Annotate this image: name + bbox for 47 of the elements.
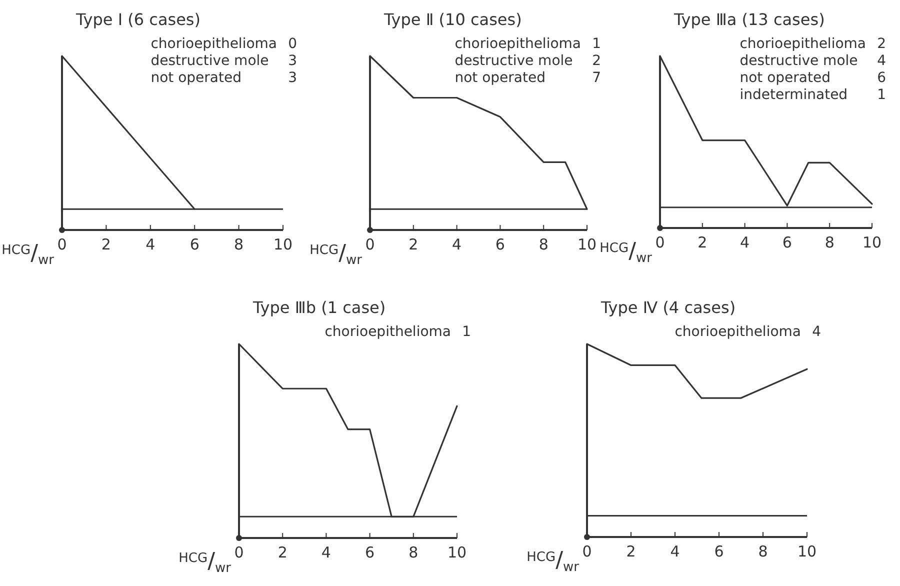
x-tick-label: 6 — [714, 542, 724, 561]
text: indeterminated 1 — [740, 87, 886, 103]
x-tick-label: 2 — [101, 236, 111, 254]
x-tick-label: 4 — [452, 236, 462, 254]
x-tick-label: 10 — [862, 234, 882, 252]
chart-title: Type Ⅳ (4 cases) — [600, 298, 736, 317]
x-tick-label: 6 — [495, 236, 505, 254]
x-tick-label: 6 — [190, 236, 200, 254]
x-tick-label: 10 — [577, 236, 597, 254]
text: chorioepithelioma 1 — [454, 36, 601, 52]
x-tick-label: 8 — [538, 236, 548, 254]
x-tick-label: 4 — [321, 544, 331, 562]
text: destructive mole 3 — [150, 53, 297, 69]
x-tick-label: 0 — [582, 542, 592, 561]
x-tick-label: 4 — [740, 234, 750, 252]
text: chorioepithelioma 0 — [150, 36, 297, 52]
x-tick-label: 8 — [758, 542, 768, 561]
x-tick-label: 0 — [365, 236, 375, 254]
text: not operated 3 — [150, 70, 297, 86]
x-tick-label: 4 — [146, 236, 156, 254]
x-tick-label: 2 — [698, 234, 708, 252]
x-tick-label: 4 — [670, 542, 680, 561]
chart-title: Type Ⅲa (13 cases) — [673, 10, 825, 29]
x-tick-label: 2 — [408, 236, 418, 254]
x-tick-label: 6 — [365, 544, 375, 562]
chart-title: Type Ⅱ (10 cases) — [383, 10, 522, 29]
text: chorioepithelioma 4 — [674, 324, 822, 340]
text: destructive mole 2 — [454, 53, 601, 69]
x-tick-label: 2 — [278, 544, 288, 562]
text: not operated 6 — [740, 70, 886, 86]
text: chorioepithelioma 2 — [740, 36, 886, 52]
x-tick-label: 6 — [782, 234, 792, 252]
x-tick-label: 8 — [234, 236, 244, 254]
x-tick-label: 10 — [447, 544, 467, 562]
x-tick-label: 0 — [234, 544, 244, 562]
x-tick-label: 10 — [797, 542, 817, 561]
x-tick-label: 10 — [273, 236, 293, 254]
text: destructive mole 4 — [740, 53, 886, 69]
x-tick-label: 8 — [824, 234, 834, 252]
chart-title: Type Ⅲb (1 case) — [252, 298, 386, 317]
chart-title: Type Ⅰ (6 cases) — [75, 10, 201, 29]
text: not operated 7 — [454, 70, 601, 86]
x-tick-label: 0 — [57, 236, 67, 254]
text: chorioepithelioma 1 — [324, 324, 471, 340]
x-tick-label: 2 — [626, 542, 636, 561]
x-tick-label: 8 — [408, 544, 418, 562]
x-tick-label: 0 — [655, 234, 665, 252]
